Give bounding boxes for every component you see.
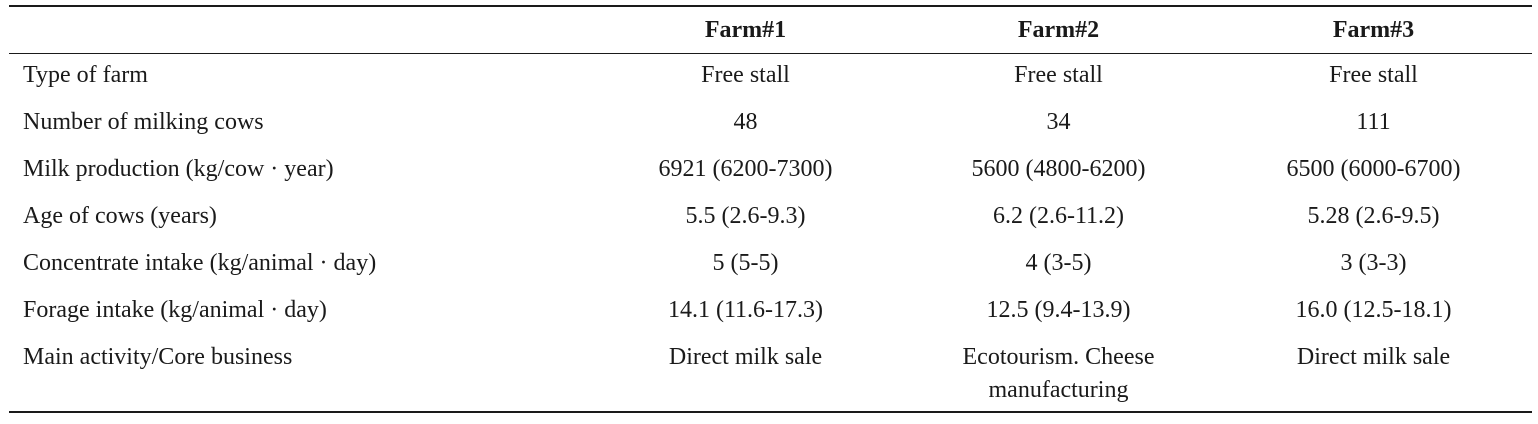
table-cell: Free stall <box>1329 62 1418 88</box>
farm-comparison-table: Farm#1 Farm#2 Farm#3 Type of farm Free s… <box>9 5 1532 413</box>
farm-comparison-table-container: Farm#1 Farm#2 Farm#3 Type of farm Free s… <box>9 5 1532 413</box>
row-label: Forage intake (kg/animal · day) <box>23 297 327 323</box>
table-cell: 48 <box>733 109 758 135</box>
table-cell: 14.1 (11.6-17.3) <box>667 297 824 323</box>
table-row: Forage intake (kg/animal · day) 14.1 (11… <box>9 287 1532 334</box>
row-label: Concentrate intake (kg/animal · day) <box>23 250 377 276</box>
table-cell: 3 (3-3) <box>1340 250 1407 276</box>
table-cell: 6921 (6200-7300) <box>658 156 833 182</box>
table-row: Main activity/Core business Direct milk … <box>9 334 1532 412</box>
row-label: Milk production (kg/cow · year) <box>23 156 334 182</box>
header-cell-farm3: Farm#3 <box>1332 16 1415 43</box>
table-row: Milk production (kg/cow · year) 6921 (62… <box>9 146 1532 193</box>
table-cell: 4 (3-5) <box>1025 250 1092 276</box>
header-row: Farm#1 Farm#2 Farm#3 <box>9 6 1532 54</box>
row-label: Type of farm <box>23 62 148 88</box>
table-body: Type of farm Free stall Free stall Free … <box>9 54 1532 412</box>
table-cell: Free stall <box>1014 62 1103 88</box>
table-header: Farm#1 Farm#2 Farm#3 <box>9 6 1532 54</box>
table-row: Age of cows (years) 5.5 (2.6-9.3) 6.2 (2… <box>9 193 1532 240</box>
table-cell: 5 (5-5) <box>712 250 779 276</box>
table-cell: 12.5 (9.4-13.9) <box>986 297 1131 323</box>
table-cell: 5.28 (2.6-9.5) <box>1307 203 1440 229</box>
table-row: Number of milking cows 48 34 111 <box>9 99 1532 146</box>
row-label: Age of cows (years) <box>23 203 217 229</box>
table-row: Concentrate intake (kg/animal · day) 5 (… <box>9 240 1532 287</box>
table-cell: Direct milk sale <box>1296 344 1451 370</box>
row-label: Main activity/Core business <box>23 344 293 370</box>
row-label: Number of milking cows <box>23 109 264 135</box>
table-cell: 111 <box>1356 109 1391 135</box>
table-cell: 6.2 (2.6-11.2) <box>992 203 1125 229</box>
table-cell: 5600 (4800-6200) <box>971 156 1146 182</box>
header-cell-farm1: Farm#1 <box>704 16 787 43</box>
header-cell-blank <box>9 6 589 54</box>
table-row: Type of farm Free stall Free stall Free … <box>9 54 1532 100</box>
table-cell: Free stall <box>701 62 790 88</box>
table-cell: 16.0 (12.5-18.1) <box>1295 297 1452 323</box>
table-cell: 34 <box>1046 109 1071 135</box>
table-cell: Direct milk sale <box>668 344 823 370</box>
table-cell: Ecotourism. Cheese manufacturing <box>962 344 1155 403</box>
table-cell: 5.5 (2.6-9.3) <box>685 203 806 229</box>
header-cell-farm2: Farm#2 <box>1017 16 1100 43</box>
table-cell: 6500 (6000-6700) <box>1286 156 1461 182</box>
